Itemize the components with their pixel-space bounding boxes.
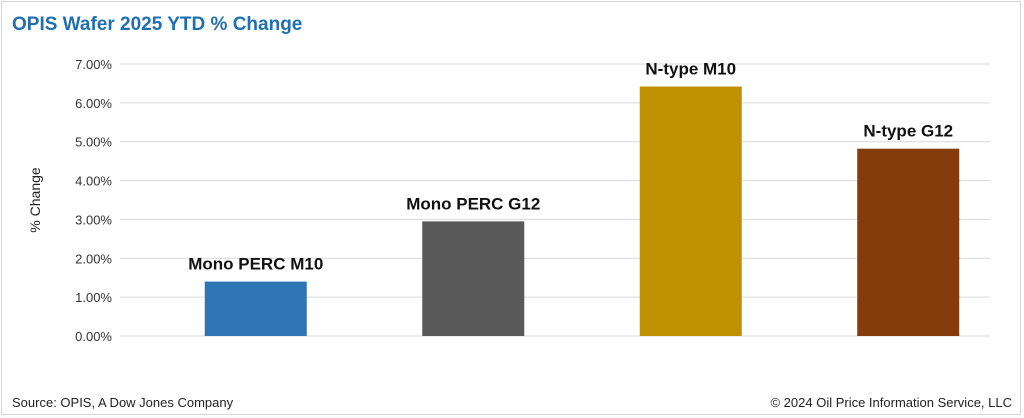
y-tick-label: 4.00% [75,174,112,189]
chart-title: OPIS Wafer 2025 YTD % Change [12,14,303,35]
bar [639,86,742,336]
y-tick-label: 1.00% [75,290,112,305]
bar [204,281,307,336]
y-tick-label: 7.00% [75,57,112,72]
bar [422,221,525,336]
copyright-note: © 2024 Oil Price Information Service, LL… [770,395,1012,410]
y-tick-label: 5.00% [75,135,112,150]
y-tick-label: 3.00% [75,212,112,227]
bar-label: Mono PERC G12 [406,194,540,213]
source-note: Source: OPIS, A Dow Jones Company [12,395,234,410]
bar-label: Mono PERC M10 [188,255,323,274]
y-tick-label: 0.00% [75,329,112,344]
bar [857,148,960,336]
bar-label: N-type M10 [645,60,736,79]
y-tick-label: 2.00% [75,251,112,266]
bar-label: N-type G12 [863,122,953,141]
y-tick-label: 6.00% [75,96,112,111]
y-axis-label: % Change [27,167,43,233]
